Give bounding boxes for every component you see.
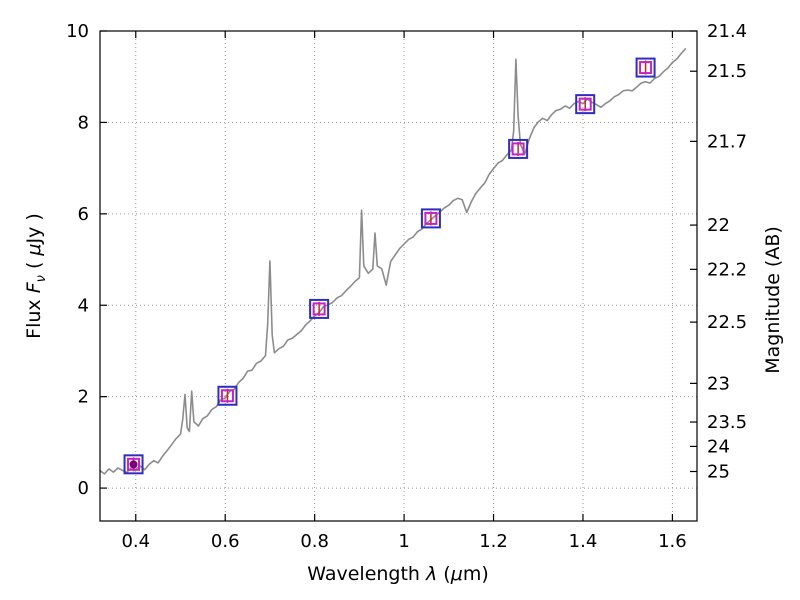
x-tick-label: 1.6 (658, 531, 687, 552)
photometry-filled-dot (129, 460, 138, 469)
photometry-inner-square (312, 302, 326, 316)
y-tick-label-right: 24 (707, 436, 730, 457)
model-spectrum-line (99, 47, 687, 475)
photometry-inner-square (639, 61, 653, 75)
y-tick-label-left: 10 (66, 21, 89, 42)
y-tick-label-right: 22.5 (707, 312, 747, 333)
x-tick-label: 0.4 (121, 531, 150, 552)
y-tick-label-left: 0 (78, 478, 89, 499)
y-tick-label-left: 2 (78, 387, 89, 408)
photometry-outer-square (420, 208, 441, 229)
photometry-outer-square (309, 298, 330, 319)
y-axis-label-left: Flux Fν ( μJy ) (23, 213, 49, 339)
photometry-outer-square (217, 385, 238, 406)
axis-labels: Wavelength λ (μm) Flux Fν ( μJy ) Magnit… (23, 213, 784, 585)
photometry-inner-square (127, 457, 141, 471)
photometry-outer-square (575, 94, 596, 115)
x-tick-label: 0.8 (300, 531, 329, 552)
photometry-inner-square (424, 211, 438, 225)
y-tick-label-right: 23.5 (707, 412, 747, 433)
y-tick-label-left: 8 (78, 112, 89, 133)
x-tick-label: 1 (398, 531, 409, 552)
photometry-outer-square (635, 57, 656, 78)
y-tick-label-right: 21.4 (707, 21, 747, 42)
photometry-inner-square (578, 97, 592, 111)
y-tick-label-right: 21.7 (707, 131, 747, 152)
y-tick-label-right: 25 (707, 461, 730, 482)
y-tick-label-right: 23 (707, 373, 730, 394)
x-tick-label: 1.2 (479, 531, 508, 552)
photometry-inner-square (220, 389, 234, 403)
photometry-inner-square (511, 142, 525, 156)
x-tick-label: 1.4 (569, 531, 598, 552)
axes-frame (99, 30, 698, 522)
photometry-outer-square (508, 138, 529, 159)
y-tick-label-right: 22.2 (707, 259, 747, 280)
x-tick-label: 0.6 (211, 531, 240, 552)
y-axis-label-right: Magnitude (AB) (762, 226, 784, 374)
photometry-outer-square (123, 454, 144, 475)
y-tick-label-right: 22 (707, 215, 730, 236)
x-axis-label: Wavelength λ (μm) (307, 563, 488, 585)
y-tick-label-left: 4 (78, 295, 89, 316)
y-tick-label-left: 6 (78, 204, 89, 225)
y-tick-label-right: 21.5 (707, 61, 747, 82)
